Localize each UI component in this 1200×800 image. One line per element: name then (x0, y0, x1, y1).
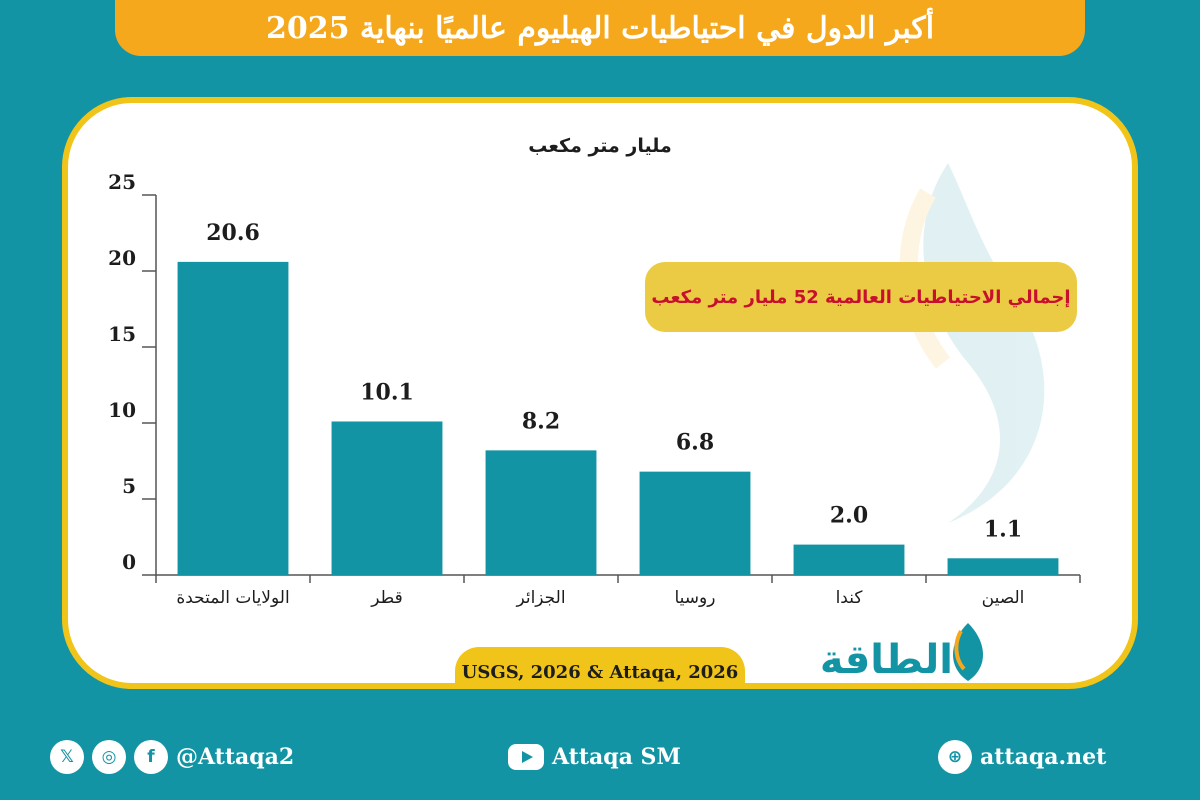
y-tick-label: 5 (122, 474, 136, 498)
chart-title: أكبر الدول في احتياطيات الهيليوم عالميًا… (265, 10, 935, 46)
x-icon[interactable]: 𝕏 (50, 740, 84, 774)
y-tick-label: 15 (108, 322, 136, 346)
attaqa-logo: الطاقة (820, 623, 983, 683)
bar-value-label: 6.8 (676, 430, 714, 456)
youtube-link[interactable]: Attaqa SM (508, 735, 681, 779)
bar-chart: 0 5 10 15 20 25 20.6 الولايات المتحدة 10.1 قطر 8.… (108, 163, 1081, 683)
logo-arabic: الطاقة (820, 637, 953, 683)
category-label: روسيا (675, 588, 716, 608)
website-link[interactable]: ⊕ attaqa.net (938, 735, 1106, 779)
instagram-icon[interactable]: ◎ (92, 740, 126, 774)
y-tick-label: 25 (108, 170, 136, 194)
bar-value-label: 10.1 (360, 379, 414, 405)
watermark (899, 163, 1045, 523)
title-banner: أكبر الدول في احتياطيات الهيليوم عالميًا… (115, 0, 1085, 56)
y-tick-label: 20 (108, 246, 136, 270)
category-label: الولايات المتحدة (176, 588, 289, 608)
bar (331, 421, 443, 575)
bar-value-label: 20.6 (206, 220, 260, 246)
chart-card: 0 5 10 15 20 25 20.6 الولايات المتحدة 10.1 قطر 8.… (62, 97, 1138, 689)
website-text: attaqa.net (980, 744, 1107, 770)
category-label: قطر (370, 588, 402, 608)
axes: 0 5 10 15 20 25 (108, 170, 1081, 583)
total-reserves-text: إجمالي الاحتياطيات العالمية 52 مليار متر… (651, 286, 1071, 308)
facebook-icon[interactable]: f (134, 740, 168, 774)
social-handle[interactable]: @Attaqa2 (176, 744, 295, 770)
category-label: الصين (982, 588, 1025, 608)
unit-label: مليار متر مكعب (528, 135, 672, 157)
social-links: 𝕏 ◎ f @Attaqa2 (50, 735, 294, 779)
bar-value-label: 2.0 (830, 503, 868, 529)
source-box: USGS, 2026 & Attaqa, 2026 (455, 647, 745, 683)
source-text: USGS, 2026 & Attaqa, 2026 (461, 661, 739, 683)
globe-icon: ⊕ (938, 740, 972, 774)
category-label: كندا (836, 588, 864, 608)
bars (177, 261, 1059, 575)
youtube-text: Attaqa SM (552, 744, 681, 770)
bar (639, 471, 751, 575)
bar-value-label: 8.2 (522, 408, 560, 434)
youtube-icon (508, 744, 544, 770)
bar (485, 450, 597, 575)
y-tick-label: 0 (122, 550, 136, 574)
category-label: الجزائر (515, 588, 565, 608)
bar-value-label: 1.1 (984, 516, 1022, 542)
labels: 20.6 الولايات المتحدة 10.1 قطر 8.2 الجزائر 6.8… (176, 220, 1024, 608)
y-tick-label: 10 (108, 398, 136, 422)
bar (177, 261, 289, 575)
total-reserves-box: إجمالي الاحتياطيات العالمية 52 مليار متر… (645, 262, 1077, 332)
bar (947, 558, 1059, 575)
bar (793, 544, 905, 575)
